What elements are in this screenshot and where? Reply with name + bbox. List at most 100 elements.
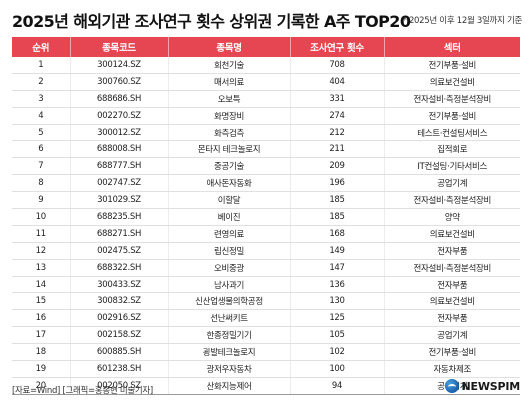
rank-cell: 15 xyxy=(12,292,71,311)
table-row: 13 688322.SH 오비중광 147 전자설비·측정분석장비 xyxy=(12,259,520,277)
sector-cell: 공업기계 xyxy=(384,174,520,193)
count-cell: 404 xyxy=(290,73,385,91)
name-cell: 회천기술 xyxy=(168,57,291,74)
table-row: 16 002916.SZ 선난써키트 125 전자부품 xyxy=(12,309,520,328)
page-title: 2025년 해외기관 조사연구 횟수 상위권 기록한 A주 TOP20 xyxy=(12,12,411,31)
sector-cell: 전자부품 xyxy=(384,242,520,260)
table-row: 17 002158.SZ 한종정밀기기 105 공업기계 xyxy=(12,326,520,345)
name-cell: 애사돈자동화 xyxy=(168,174,291,193)
rank-cell: 18 xyxy=(12,343,71,362)
count-cell: 105 xyxy=(290,326,385,345)
sector-cell: 집적회로 xyxy=(384,140,520,159)
code-cell: 002050.SZ xyxy=(70,377,169,395)
table-row: 1 300124.SZ 회천기술 708 전기부품·설비 xyxy=(12,57,520,74)
name-cell: 산화지능제어 xyxy=(168,377,291,395)
table-row: 5 300012.SZ 화측검측 212 테스트·컨설팅서비스 xyxy=(12,124,520,142)
code-cell: 300832.SZ xyxy=(70,292,169,311)
name-cell: 매서의료 xyxy=(168,73,291,91)
sector-cell: 전자부품 xyxy=(384,309,520,328)
sector-cell: 의료보건설비 xyxy=(384,73,520,91)
name-cell: 중공기술 xyxy=(168,157,291,176)
count-cell: 196 xyxy=(290,174,385,193)
code-cell: 600885.SH xyxy=(70,343,169,362)
table-row: 4 002270.SZ 화명장비 274 전기부품·설비 xyxy=(12,107,520,125)
code-cell: 300760.SZ xyxy=(70,73,169,91)
sector-cell: 전기부품·설비 xyxy=(384,343,520,362)
rank-cell: 19 xyxy=(12,360,71,378)
code-cell: 002158.SZ xyxy=(70,326,169,345)
name-cell: 련영의료 xyxy=(168,225,291,243)
table-header-row: 순위 종목코드 종목명 조사연구 횟수 섹터 xyxy=(12,37,520,57)
code-cell: 002916.SZ xyxy=(70,309,169,328)
count-cell: 136 xyxy=(290,276,385,294)
brand-name: NEWSPIM xyxy=(461,379,521,393)
code-cell: 688235.SH xyxy=(70,208,169,226)
ranking-table: 순위 종목코드 종목명 조사연구 횟수 섹터 1 300124.SZ 회천기술 708… xyxy=(12,37,520,395)
name-cell: 화측검측 xyxy=(168,124,291,142)
newspim-logo-icon xyxy=(444,379,459,393)
name-cell: 오보특 xyxy=(168,90,291,108)
rank-cell: 2 xyxy=(12,73,71,91)
name-cell: 오비중광 xyxy=(168,259,291,277)
rank-cell: 12 xyxy=(12,242,71,260)
code-cell: 688686.SH xyxy=(70,90,169,108)
rank-cell: 7 xyxy=(12,157,71,176)
sector-cell: 공업기계 xyxy=(384,326,520,345)
source-credit: [자료=Wind] [그래픽=홍종현 미술기자] xyxy=(12,386,153,396)
table-row: 10 688235.SH 베이진 185 양약 xyxy=(12,208,520,226)
table-row: 18 600885.SH 굉발테크놀로지 102 전기부품·설비 xyxy=(12,343,520,362)
col-header-rank: 순위 xyxy=(12,37,71,57)
sector-cell: 테스트·컨설팅서비스 xyxy=(384,124,520,142)
name-cell: 이할달 xyxy=(168,191,291,210)
col-header-sector: 섹터 xyxy=(384,37,520,57)
table-row: 14 300433.SZ 남사과기 136 전자부품 xyxy=(12,276,520,294)
count-cell: 274 xyxy=(290,107,385,125)
sector-cell: 전자설비·측정분석장비 xyxy=(384,259,520,277)
col-header-code: 종목코드 xyxy=(70,37,169,57)
name-cell: 베이진 xyxy=(168,208,291,226)
sector-cell: 의료보건설비 xyxy=(384,292,520,311)
count-cell: 212 xyxy=(290,124,385,142)
date-basis-note: * 2025년 이후 12월 3일까지 기준 xyxy=(402,16,523,26)
name-cell: 광저우자동차 xyxy=(168,360,291,378)
count-cell: 100 xyxy=(290,360,385,378)
rank-cell: 10 xyxy=(12,208,71,226)
sector-cell: 양약 xyxy=(384,208,520,226)
name-cell: 굉발테크놀로지 xyxy=(168,343,291,362)
rank-cell: 20 xyxy=(12,377,71,395)
table-row: 9 301029.SZ 이할달 185 전자설비·측정분석장비 xyxy=(12,191,520,210)
rank-cell: 13 xyxy=(12,259,71,277)
count-cell: 708 xyxy=(290,57,385,74)
name-cell: 신산업생물의학공정 xyxy=(168,292,291,311)
brand-logo: NEWSPIM xyxy=(444,379,521,393)
code-cell: 601238.SH xyxy=(70,360,169,378)
rank-cell: 17 xyxy=(12,326,71,345)
sector-cell: IT컨설팅·기타서비스 xyxy=(384,157,520,176)
count-cell: 149 xyxy=(290,242,385,260)
table-row: 2 300760.SZ 매서의료 404 의료보건설비 xyxy=(12,73,520,91)
rank-cell: 9 xyxy=(12,191,71,210)
code-cell: 300124.SZ xyxy=(70,57,169,74)
code-cell: 688271.SH xyxy=(70,225,169,243)
count-cell: 211 xyxy=(290,140,385,159)
rank-cell: 16 xyxy=(12,309,71,328)
code-cell: 300012.SZ xyxy=(70,124,169,142)
code-cell: 300433.SZ xyxy=(70,276,169,294)
count-cell: 147 xyxy=(290,259,385,277)
sector-cell: 전기부품·설비 xyxy=(384,107,520,125)
code-cell: 688008.SH xyxy=(70,140,169,159)
rank-cell: 6 xyxy=(12,140,71,159)
table-row: 6 688008.SH 몬타지 테크놀로지 211 집적회로 xyxy=(12,140,520,159)
table-row: 12 002475.SZ 립신정밀 149 전자부품 xyxy=(12,242,520,260)
table-row: 3 688686.SH 오보특 331 전자설비·측정분석장비 xyxy=(12,90,520,108)
table-row: 15 300832.SZ 신산업생물의학공정 130 의료보건설비 xyxy=(12,292,520,311)
count-cell: 331 xyxy=(290,90,385,108)
count-cell: 125 xyxy=(290,309,385,328)
count-cell: 185 xyxy=(290,191,385,210)
sector-cell: 전자부품 xyxy=(384,276,520,294)
code-cell: 002475.SZ xyxy=(70,242,169,260)
sector-cell: 의료보건설비 xyxy=(384,225,520,243)
code-cell: 688322.SH xyxy=(70,259,169,277)
count-cell: 94 xyxy=(290,377,385,395)
